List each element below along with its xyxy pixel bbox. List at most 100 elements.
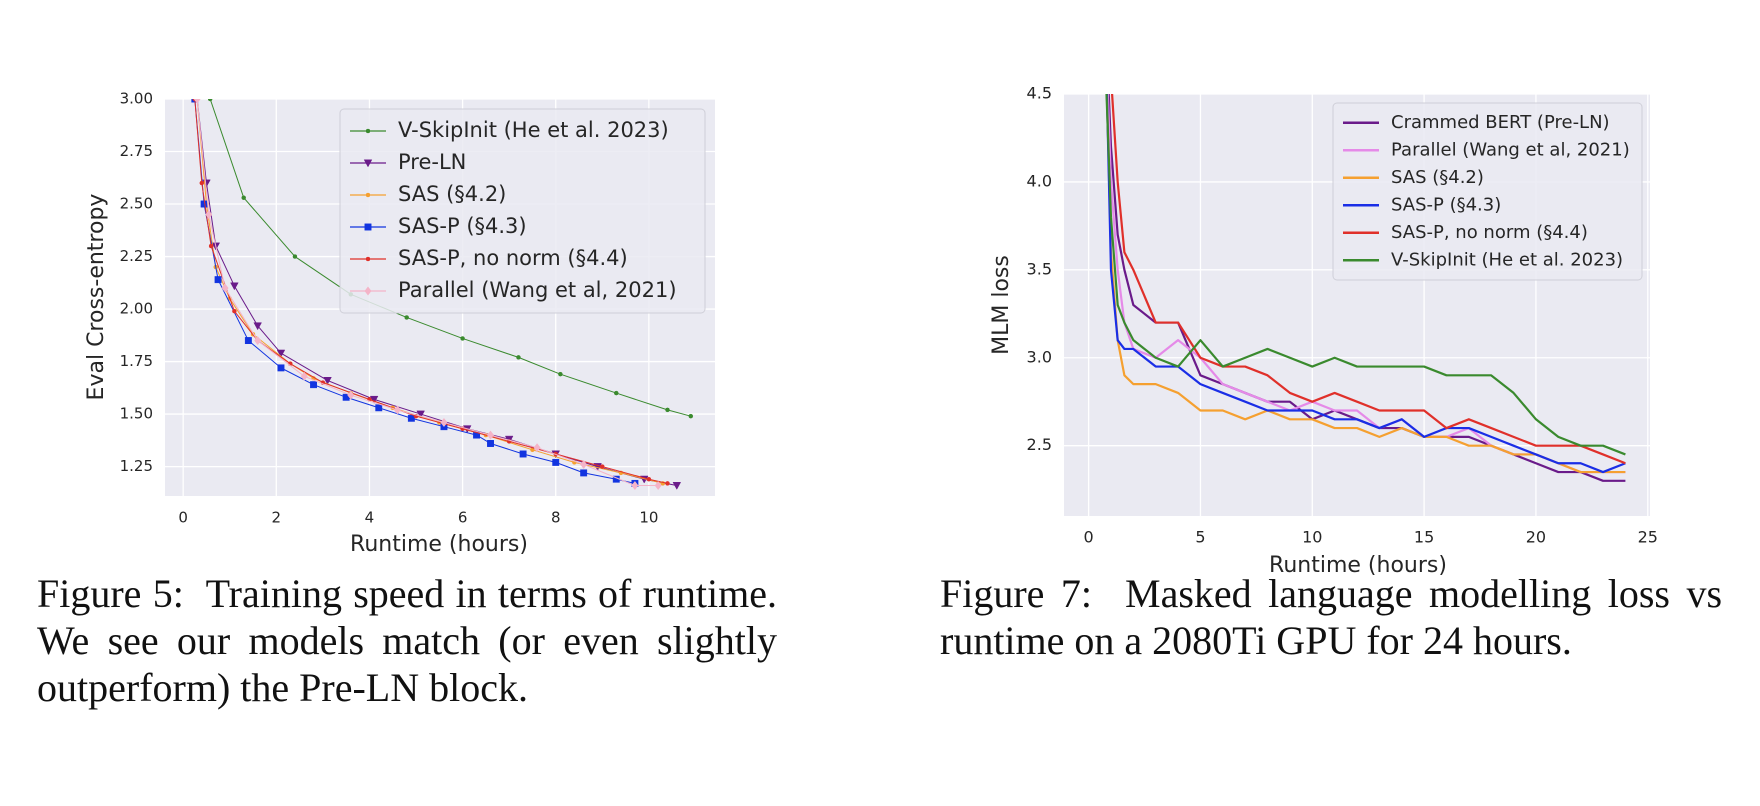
legend-label: Parallel (Wang et al, 2021) bbox=[1391, 139, 1630, 160]
y-axis-label: MLM loss bbox=[989, 255, 1014, 355]
marker bbox=[646, 476, 652, 482]
plot bbox=[1105, 94, 1626, 482]
marker bbox=[208, 243, 214, 249]
y-tick-label: 4.5 bbox=[1027, 84, 1052, 103]
marker bbox=[665, 481, 670, 486]
marker bbox=[580, 469, 588, 477]
marker bbox=[214, 276, 222, 284]
legend-box bbox=[1332, 102, 1643, 281]
legend-label: SAS-P (§4.3) bbox=[1391, 194, 1501, 215]
marker bbox=[276, 349, 286, 358]
marker bbox=[558, 371, 563, 377]
marker bbox=[347, 390, 355, 400]
marker bbox=[254, 335, 262, 346]
marker bbox=[365, 128, 371, 134]
line bbox=[1110, 94, 1626, 465]
marker bbox=[533, 443, 541, 453]
caption: Figure 7: Masked language modelling loss… bbox=[940, 570, 1722, 664]
legend-label: SAS-P, no norm (§4.4) bbox=[398, 246, 628, 270]
marker bbox=[440, 417, 448, 428]
x-tick-label: 4 bbox=[365, 509, 375, 527]
legend-label: Crammed BERT (Pre-LN) bbox=[1391, 112, 1610, 133]
y-tick-label: 2.00 bbox=[120, 300, 153, 318]
marker bbox=[688, 413, 694, 419]
marker bbox=[654, 480, 662, 491]
marker bbox=[323, 377, 332, 385]
legend-label: SAS-P (§4.3) bbox=[398, 214, 527, 238]
marker bbox=[404, 315, 409, 320]
caption-label: Figure 7: bbox=[940, 571, 1093, 616]
legend-label: Parallel (Wang et al, 2021) bbox=[398, 278, 677, 302]
x-tick-label: 0 bbox=[1084, 528, 1094, 547]
x-tick-label: 0 bbox=[178, 509, 188, 527]
legend-label: SAS (§4.2) bbox=[398, 182, 506, 206]
caption-text: Training speed in terms of run­time. We … bbox=[37, 571, 778, 710]
marker bbox=[375, 404, 383, 412]
marker bbox=[199, 180, 205, 186]
y-tick-label: 2.25 bbox=[120, 247, 153, 265]
legend-label: V-SkipInit (He et al. 2023) bbox=[1391, 249, 1623, 270]
marker bbox=[516, 355, 521, 360]
marker bbox=[365, 256, 371, 262]
legend-label: SAS-P, no norm (§4.4) bbox=[1391, 222, 1588, 243]
marker bbox=[277, 364, 285, 372]
y-tick-label: 1.25 bbox=[120, 457, 153, 475]
caption-text: Masked language modelling loss vs runtim… bbox=[940, 571, 1723, 663]
y-tick-label: 2.50 bbox=[120, 195, 153, 213]
x-tick-label: 10 bbox=[1302, 528, 1322, 547]
marker bbox=[580, 459, 588, 470]
marker bbox=[292, 254, 298, 259]
caption-label: Figure 5: bbox=[37, 571, 184, 616]
marker bbox=[631, 480, 639, 491]
y-tick-label: 3.0 bbox=[1027, 347, 1052, 366]
x-tick-label: 15 bbox=[1414, 528, 1434, 547]
x-tick-label: 6 bbox=[458, 509, 468, 527]
plot bbox=[191, 99, 694, 491]
marker bbox=[393, 405, 401, 415]
marker bbox=[232, 308, 237, 314]
marker bbox=[244, 337, 252, 345]
legend-label: V-SkipInit (He et al. 2023) bbox=[398, 118, 669, 142]
y-tick-label: 2.75 bbox=[120, 142, 153, 160]
marker bbox=[241, 195, 246, 200]
marker bbox=[310, 381, 318, 389]
marker bbox=[193, 99, 201, 104]
x-axis-label: Runtime (hours) bbox=[1269, 553, 1447, 578]
line bbox=[1105, 94, 1626, 456]
marker bbox=[365, 192, 371, 198]
y-tick-label: 2.5 bbox=[1027, 435, 1052, 454]
marker bbox=[205, 209, 213, 220]
marker bbox=[230, 282, 239, 291]
marker bbox=[363, 159, 373, 168]
legend-label: SAS (§4.2) bbox=[1391, 167, 1484, 188]
chart: 0 5 10 15 20 25 2.5 3.0 3.5 4.0 4.5 Runtime (hours)… bbox=[989, 84, 1658, 579]
marker bbox=[369, 395, 379, 404]
marker bbox=[364, 223, 372, 231]
marker bbox=[300, 371, 308, 381]
marker bbox=[416, 410, 425, 419]
line bbox=[1105, 94, 1626, 474]
marker bbox=[253, 322, 262, 331]
marker bbox=[364, 286, 372, 296]
legend-label: Pre-LN bbox=[398, 150, 466, 174]
x-tick-label: 5 bbox=[1195, 528, 1205, 547]
x-tick-label: 10 bbox=[639, 509, 658, 527]
marker bbox=[473, 431, 481, 439]
legend-box bbox=[339, 108, 706, 314]
marker bbox=[460, 336, 465, 341]
marker bbox=[487, 430, 495, 440]
y-tick-label: 3.00 bbox=[120, 90, 153, 108]
marker bbox=[614, 390, 619, 396]
marker bbox=[552, 458, 560, 466]
marker bbox=[207, 99, 213, 102]
marker bbox=[672, 482, 682, 490]
marker bbox=[407, 414, 415, 422]
x-tick-label: 8 bbox=[551, 509, 561, 527]
y-tick-label: 1.75 bbox=[120, 352, 153, 370]
line bbox=[1105, 94, 1626, 474]
marker bbox=[487, 440, 494, 447]
x-tick-label: 2 bbox=[272, 509, 282, 527]
y-tick-label: 3.5 bbox=[1027, 259, 1052, 278]
